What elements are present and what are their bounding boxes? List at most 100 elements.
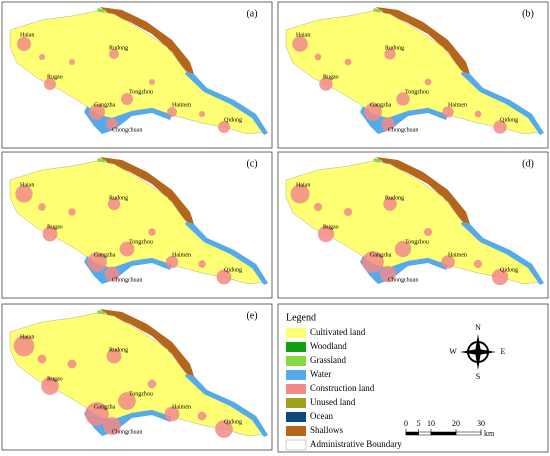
- construction-area: [147, 379, 157, 389]
- construction-area: [491, 268, 509, 286]
- cultivated-land: [9, 10, 265, 135]
- construction-area: [344, 58, 352, 66]
- place-name: Tongzhou: [405, 89, 429, 95]
- place-name: Chongchuan: [112, 277, 142, 283]
- compass-arrow: [460, 349, 496, 355]
- construction-area: [394, 240, 412, 258]
- place-name: Rugao: [47, 74, 63, 80]
- panel-label: (b): [522, 8, 534, 19]
- construction-area: [118, 392, 136, 410]
- place-name: Qidong: [500, 117, 518, 123]
- panel-label: (d): [522, 158, 534, 169]
- place-name: Gangzha: [94, 102, 116, 108]
- place-name: Qidong: [224, 267, 242, 273]
- cultivated-land: [9, 160, 265, 285]
- construction-area: [343, 207, 353, 217]
- legend-label: Grassland: [310, 355, 346, 365]
- panel-label: (e): [246, 310, 257, 321]
- scale-segment: [418, 431, 432, 436]
- construction-area: [362, 251, 384, 273]
- panel-label: (a): [246, 8, 257, 19]
- construction-area: [198, 260, 206, 268]
- place-name: Haian: [296, 32, 310, 38]
- construction-area: [109, 49, 119, 59]
- place-name: Rudong: [385, 45, 404, 51]
- place-name: Haimen: [448, 252, 467, 258]
- construction-area: [383, 197, 397, 211]
- place-name: Rudong: [109, 45, 128, 51]
- construction-area: [106, 118, 118, 130]
- construction-area: [121, 93, 133, 105]
- place-name: Rugao: [47, 376, 63, 382]
- construction-area: [42, 226, 58, 242]
- construction-area: [319, 77, 333, 91]
- construction-area: [165, 255, 179, 269]
- scale-segment: [405, 431, 419, 436]
- construction-area: [381, 117, 395, 131]
- place-name: Rugao: [323, 74, 339, 80]
- compass-south: S: [476, 372, 480, 381]
- scale-segment: [455, 431, 482, 436]
- legend-panel: Legend Cultivated land Woodland Grassland Wa…: [277, 303, 549, 453]
- construction-area: [68, 208, 76, 216]
- place-name: Tongzhou: [405, 239, 429, 245]
- place-name: Gangzha: [370, 102, 392, 108]
- construction-area: [106, 348, 122, 364]
- construction-area: [85, 402, 109, 426]
- scale-label: 5: [417, 419, 421, 428]
- construction-area: [441, 255, 455, 269]
- construction-area: [164, 406, 180, 422]
- construction-area: [103, 417, 121, 435]
- legend-frame: [277, 303, 549, 453]
- water-area: [185, 374, 268, 437]
- place-name: Gangzha: [94, 404, 116, 410]
- construction-area: [17, 37, 31, 51]
- place-name: Haian: [20, 182, 34, 188]
- legend-label: Unused land: [310, 397, 356, 407]
- construction-area: [148, 228, 156, 236]
- construction-area: [216, 269, 232, 285]
- legend-swatch: [286, 356, 306, 366]
- legend-swatch: [286, 328, 306, 338]
- map-panel: (b) Haian Rudong Rugao Tongzhou Gangzha Haimen…: [277, 1, 549, 149]
- place-name: Haimen: [172, 404, 191, 410]
- place-name: Rugao: [323, 224, 339, 230]
- construction-area: [39, 54, 45, 60]
- construction-area: [41, 377, 59, 395]
- legend-label: Woodland: [310, 341, 347, 351]
- construction-area: [119, 241, 135, 257]
- construction-area: [314, 53, 322, 61]
- cultivated-land: [285, 160, 541, 285]
- water-area: [461, 222, 544, 285]
- place-name: Rudong: [109, 195, 128, 201]
- place-name: Gangzha: [370, 252, 392, 258]
- construction-area: [379, 265, 397, 283]
- place-name: Tongzhou: [129, 89, 153, 95]
- construction-area: [15, 185, 33, 203]
- shallows-area: [376, 157, 470, 224]
- place-name: Tongzhou: [129, 391, 153, 397]
- map-panel: (c) Haian Rudong Rugao Tongzhou Gangzha Haimen…: [1, 151, 273, 299]
- construction-area: [44, 78, 56, 90]
- legend-label: Construction land: [310, 383, 375, 393]
- water-area: [185, 222, 268, 285]
- construction-area: [13, 335, 35, 357]
- legend-swatch: [286, 412, 306, 422]
- place-name: Chongchuan: [388, 277, 418, 283]
- legend-label: Shallows: [310, 425, 344, 435]
- place-name: Qidong: [224, 419, 242, 425]
- map-panel: (d) Haian Rudong Rugao Tongzhou Gangzha Haimen…: [277, 151, 549, 299]
- construction-area: [384, 48, 396, 60]
- shallows-area: [376, 7, 470, 74]
- compass-east: E: [501, 347, 506, 356]
- scale-label: 10: [427, 419, 435, 428]
- construction-area: [313, 202, 323, 212]
- scale-unit: km: [484, 429, 495, 438]
- construction-area: [197, 411, 207, 421]
- shallows-area: [100, 7, 194, 74]
- shallows-area: [100, 157, 194, 224]
- water-area: [84, 106, 172, 134]
- compass-north: N: [475, 323, 481, 332]
- construction-area: [317, 225, 335, 243]
